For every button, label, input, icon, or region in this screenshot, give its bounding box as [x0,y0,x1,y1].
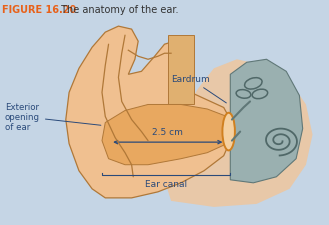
Polygon shape [66,27,230,198]
Polygon shape [168,36,194,105]
Ellipse shape [222,113,235,151]
Text: FIGURE 16.20: FIGURE 16.20 [2,4,76,14]
Text: Ear canal: Ear canal [145,179,187,188]
Text: Eardrum: Eardrum [171,75,226,104]
Polygon shape [102,105,230,165]
Polygon shape [230,60,303,183]
Text: Exterior
opening
of ear: Exterior opening of ear [5,102,101,132]
Text: The anatomy of the ear.: The anatomy of the ear. [58,4,178,14]
Polygon shape [164,60,313,207]
Text: 2.5 cm: 2.5 cm [152,128,183,137]
